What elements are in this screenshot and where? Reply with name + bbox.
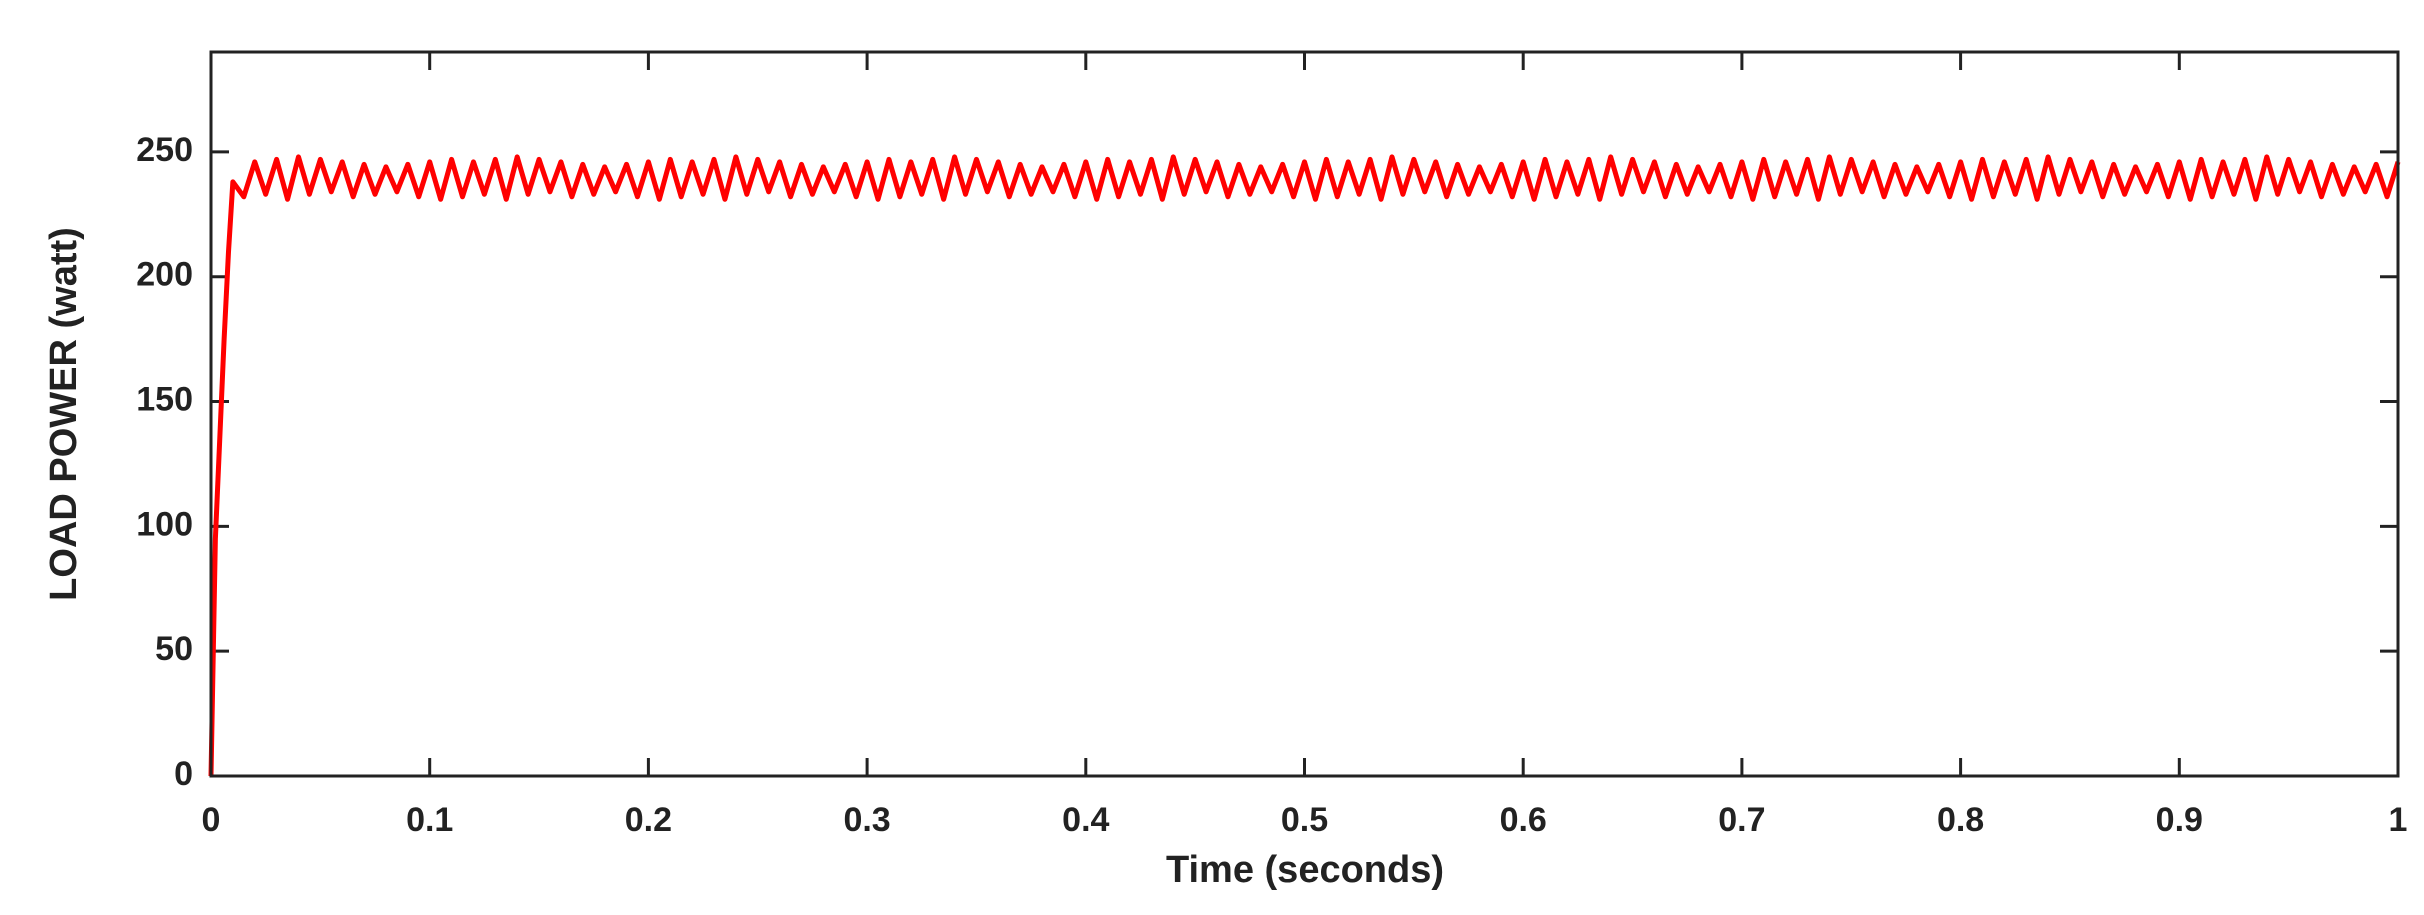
x-axis-label: Time (seconds) bbox=[1166, 849, 1444, 891]
y-tick-label: 200 bbox=[136, 256, 193, 294]
y-tick-label: 50 bbox=[155, 630, 193, 668]
x-tick-label: 0.5 bbox=[1281, 801, 1328, 839]
y-tick-label: 150 bbox=[136, 381, 193, 419]
x-tick-label: 0.3 bbox=[843, 801, 890, 839]
axes-frame bbox=[209, 50, 2400, 778]
x-tick-label: 0.4 bbox=[1062, 801, 1109, 839]
y-tick-label: 250 bbox=[136, 131, 193, 169]
y-tick-label: 0 bbox=[174, 755, 193, 793]
x-tick-label: 0 bbox=[202, 801, 221, 839]
y-axis-label: LOAD POWER (watt) bbox=[43, 227, 85, 601]
x-tick-label: 0.8 bbox=[1937, 801, 1984, 839]
x-tick-label: 0.1 bbox=[406, 801, 453, 839]
x-tick-label: 1 bbox=[2389, 801, 2408, 839]
data-line bbox=[208, 154, 2401, 777]
y-tick-label: 100 bbox=[136, 505, 193, 543]
x-tick-label: 0.6 bbox=[1500, 801, 1547, 839]
x-tick-label: 0.9 bbox=[2156, 801, 2203, 839]
x-tick-label: 0.7 bbox=[1718, 801, 1765, 839]
x-tick-label: 0.2 bbox=[625, 801, 672, 839]
